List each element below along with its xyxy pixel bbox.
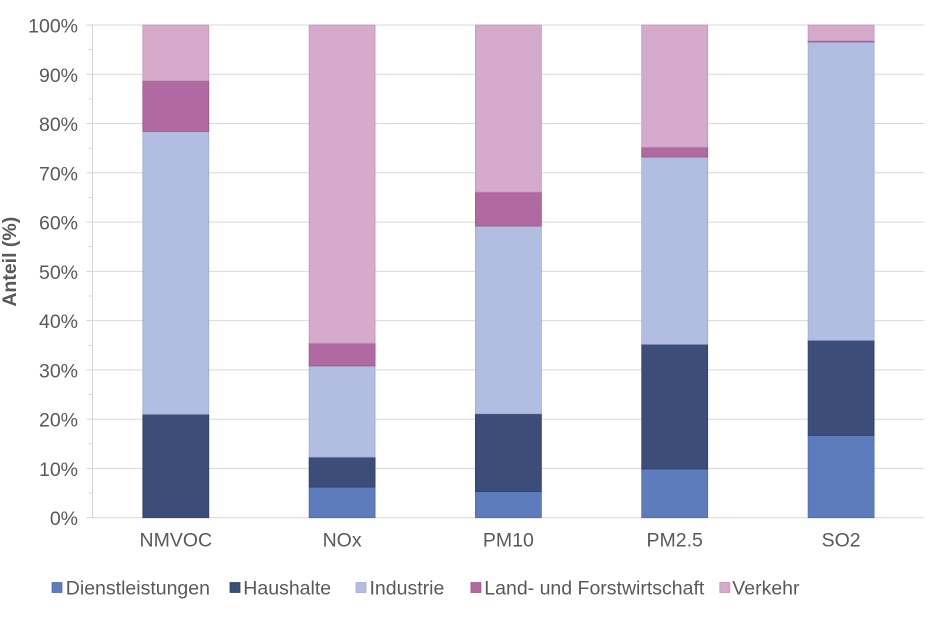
svg-text:Land- und Forstwirtschaft: Land- und Forstwirtschaft — [484, 578, 705, 600]
svg-text:50%: 50% — [39, 262, 78, 284]
svg-text:10%: 10% — [39, 459, 78, 481]
svg-text:90%: 90% — [39, 65, 78, 87]
svg-text:40%: 40% — [39, 311, 78, 333]
svg-text:Dienstleistungen: Dienstleistungen — [66, 578, 210, 600]
svg-text:30%: 30% — [39, 360, 78, 382]
svg-text:60%: 60% — [39, 213, 78, 235]
svg-text:80%: 80% — [39, 114, 78, 136]
svg-text:Industrie: Industrie — [370, 578, 445, 600]
svg-text:PM2.5: PM2.5 — [647, 530, 704, 552]
svg-text:Verkehr: Verkehr — [732, 578, 800, 600]
svg-text:100%: 100% — [28, 16, 78, 38]
svg-text:NOx: NOx — [323, 530, 362, 552]
svg-text:PM10: PM10 — [483, 530, 534, 552]
svg-text:70%: 70% — [39, 163, 78, 185]
svg-text:Haushalte: Haushalte — [243, 578, 331, 600]
svg-text:Anteil (%): Anteil (%) — [0, 217, 21, 307]
svg-text:NMVOC: NMVOC — [140, 530, 213, 552]
svg-text:20%: 20% — [39, 410, 78, 432]
svg-text:0%: 0% — [50, 508, 78, 530]
svg-text:SO2: SO2 — [822, 530, 861, 552]
